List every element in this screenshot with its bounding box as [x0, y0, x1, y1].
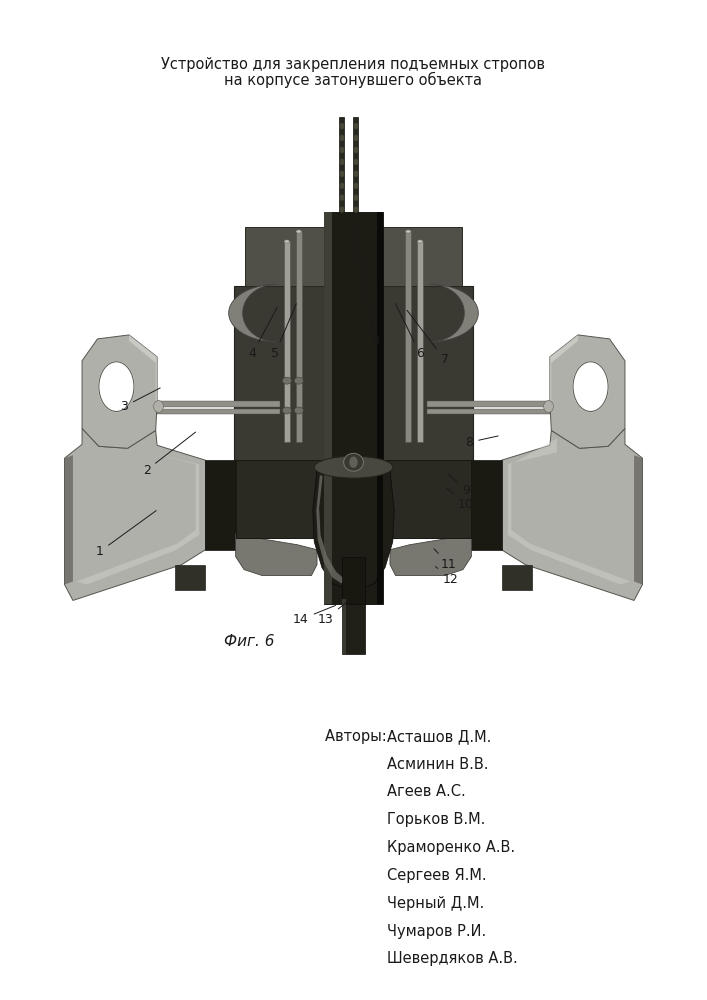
Circle shape — [354, 136, 358, 141]
Polygon shape — [431, 284, 479, 342]
Circle shape — [340, 136, 344, 141]
Text: Устройство для закрепления подъемных стропов: Устройство для закрепления подъемных стр… — [161, 57, 546, 72]
Bar — [354, 117, 358, 212]
Ellipse shape — [544, 401, 554, 412]
Bar — [157, 409, 280, 414]
Text: 7: 7 — [407, 310, 449, 366]
Circle shape — [99, 362, 134, 411]
Text: 6: 6 — [395, 304, 424, 360]
Text: Авторы:: Авторы: — [325, 729, 392, 744]
Polygon shape — [550, 335, 578, 403]
Ellipse shape — [153, 401, 163, 412]
Text: Чумаров Р.И.: Чумаров Р.И. — [387, 924, 486, 939]
Ellipse shape — [344, 453, 363, 471]
Polygon shape — [312, 470, 395, 591]
Circle shape — [340, 159, 344, 164]
Circle shape — [354, 195, 358, 200]
Text: 13: 13 — [317, 601, 348, 626]
Ellipse shape — [405, 230, 411, 233]
Polygon shape — [82, 335, 157, 448]
Text: Краморенко А.В.: Краморенко А.В. — [387, 840, 515, 855]
Text: Асминин В.В.: Асминин В.В. — [387, 757, 489, 772]
Circle shape — [340, 124, 344, 129]
Bar — [324, 212, 332, 604]
Text: 12: 12 — [436, 566, 458, 586]
Text: 8: 8 — [354, 229, 379, 347]
Polygon shape — [508, 438, 631, 585]
Text: 11: 11 — [434, 549, 457, 571]
Polygon shape — [634, 455, 643, 585]
Text: 3: 3 — [120, 388, 160, 413]
Circle shape — [354, 171, 358, 176]
Polygon shape — [206, 460, 235, 550]
Ellipse shape — [282, 407, 291, 414]
Bar — [378, 212, 383, 604]
Polygon shape — [316, 475, 345, 584]
Polygon shape — [472, 460, 501, 550]
Text: 4: 4 — [249, 308, 277, 360]
Text: Фиг. 6: Фиг. 6 — [223, 634, 274, 649]
Ellipse shape — [296, 230, 302, 233]
Polygon shape — [76, 438, 199, 585]
Circle shape — [354, 124, 358, 129]
Circle shape — [340, 171, 344, 176]
Bar — [427, 401, 550, 407]
Text: Асташов Д.М.: Асташов Д.М. — [387, 729, 491, 744]
Polygon shape — [234, 286, 473, 465]
Text: Агеев А.С.: Агеев А.С. — [387, 784, 466, 799]
Bar — [339, 117, 344, 212]
Circle shape — [340, 147, 344, 152]
Text: Горьков В.М.: Горьков В.М. — [387, 812, 486, 827]
Text: 10: 10 — [447, 488, 474, 511]
Text: 5: 5 — [271, 304, 296, 360]
Ellipse shape — [284, 240, 290, 243]
Circle shape — [354, 207, 358, 212]
Polygon shape — [129, 335, 157, 403]
Circle shape — [340, 207, 344, 212]
Polygon shape — [228, 284, 276, 342]
Text: Сергеев Я.М.: Сергеев Я.М. — [387, 868, 487, 883]
Bar — [235, 460, 472, 538]
Polygon shape — [502, 565, 532, 589]
Bar — [324, 212, 383, 604]
Ellipse shape — [314, 456, 393, 478]
Bar — [427, 409, 550, 414]
Text: на корпусе затонувшего объекта: на корпусе затонувшего объекта — [225, 72, 482, 88]
Text: 1: 1 — [95, 511, 156, 558]
Text: 9: 9 — [448, 474, 469, 497]
Circle shape — [340, 195, 344, 200]
Polygon shape — [64, 428, 206, 600]
Bar — [296, 232, 302, 442]
Bar — [342, 599, 365, 654]
Circle shape — [354, 159, 358, 164]
Circle shape — [354, 183, 358, 188]
Text: 14: 14 — [293, 605, 336, 626]
Ellipse shape — [417, 240, 423, 243]
Ellipse shape — [294, 407, 303, 414]
Circle shape — [350, 457, 357, 467]
Polygon shape — [175, 565, 205, 589]
Text: 8: 8 — [465, 436, 498, 449]
Polygon shape — [501, 428, 643, 600]
Polygon shape — [550, 335, 625, 448]
Bar — [342, 557, 365, 604]
Polygon shape — [64, 455, 73, 585]
Bar — [284, 241, 290, 442]
Circle shape — [340, 183, 344, 188]
Ellipse shape — [282, 377, 291, 384]
Bar — [342, 599, 346, 654]
Text: Черный Д.М.: Черный Д.М. — [387, 896, 484, 911]
Circle shape — [573, 362, 608, 411]
Ellipse shape — [294, 377, 303, 384]
Bar — [405, 232, 411, 442]
Text: Шевердяков А.В.: Шевердяков А.В. — [387, 951, 518, 966]
Circle shape — [354, 147, 358, 152]
Bar — [157, 401, 280, 407]
Polygon shape — [390, 534, 472, 576]
Bar — [245, 227, 462, 286]
Text: 2: 2 — [143, 432, 196, 477]
Bar — [417, 241, 423, 442]
Polygon shape — [235, 534, 317, 576]
